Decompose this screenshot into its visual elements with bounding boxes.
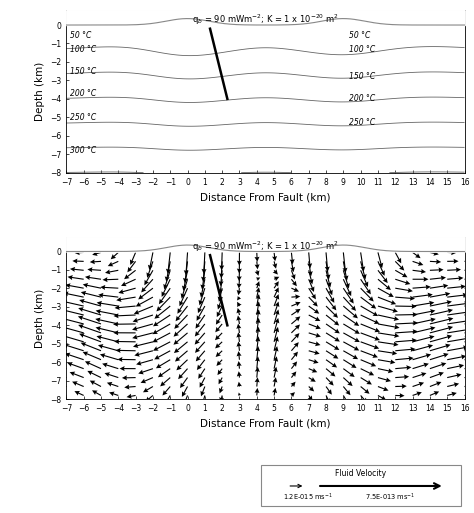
X-axis label: Distance From Fault (km): Distance From Fault (km)	[200, 192, 331, 202]
Text: 7.5E-013 ms$^{-1}$: 7.5E-013 ms$^{-1}$	[365, 491, 415, 503]
FancyBboxPatch shape	[262, 465, 461, 506]
Text: 100 °C: 100 °C	[70, 46, 96, 54]
Text: 100 °C: 100 °C	[348, 46, 375, 54]
Text: 150 °C: 150 °C	[348, 72, 375, 81]
Y-axis label: Depth (km): Depth (km)	[35, 62, 45, 121]
Text: 50 °C: 50 °C	[70, 31, 91, 40]
Text: 250 °C: 250 °C	[348, 119, 375, 127]
Text: 50 °C: 50 °C	[348, 31, 370, 40]
Text: 200 °C: 200 °C	[70, 89, 96, 98]
Text: 1.2E-015 ms$^{-1}$: 1.2E-015 ms$^{-1}$	[283, 491, 333, 503]
Text: 150 °C: 150 °C	[70, 67, 96, 76]
Text: q$_b$ = 90 mWm$^{-2}$; K = 1 x 10$^{-20}$ m$^{2}$: q$_b$ = 90 mWm$^{-2}$; K = 1 x 10$^{-20}…	[192, 13, 339, 27]
Text: 250 °C: 250 °C	[70, 113, 96, 122]
X-axis label: Distance From Fault (km): Distance From Fault (km)	[200, 419, 331, 428]
Text: 300 °C: 300 °C	[70, 146, 96, 155]
Y-axis label: Depth (km): Depth (km)	[35, 288, 45, 348]
Text: 200 °C: 200 °C	[348, 94, 375, 103]
Text: q$_b$ = 90 mWm$^{-2}$; K = 1 x 10$^{-20}$ m$^{2}$: q$_b$ = 90 mWm$^{-2}$; K = 1 x 10$^{-20}…	[192, 240, 339, 254]
Text: Fluid Velocity: Fluid Velocity	[336, 469, 387, 478]
